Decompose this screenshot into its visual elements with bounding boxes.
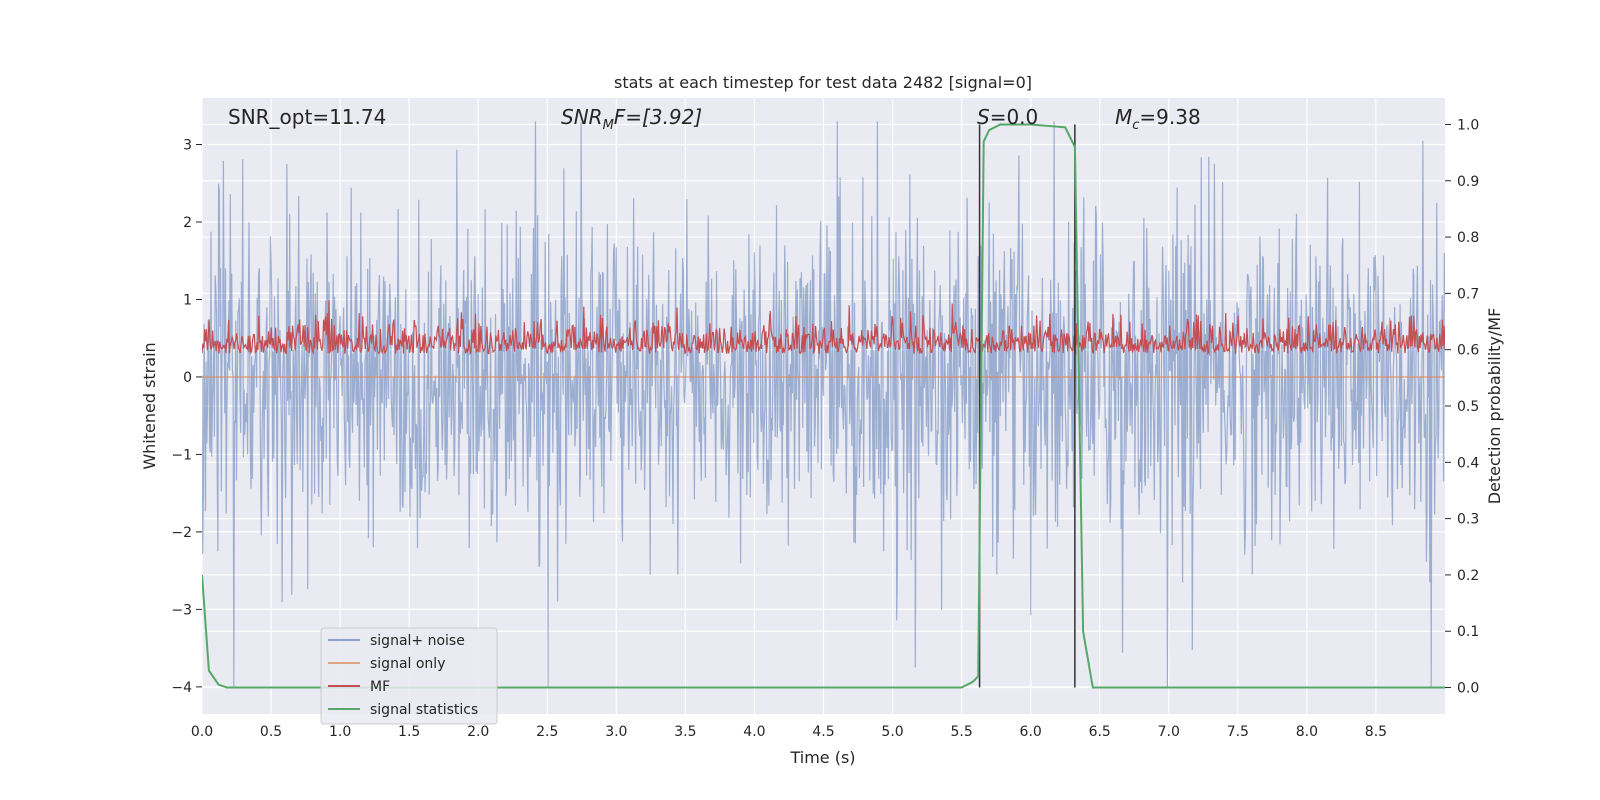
y-left-tick-labels: −4 −3 −2 −1 0 1 2 3 [171, 137, 202, 696]
x-tick-label: 6.0 [1020, 724, 1042, 740]
legend-label-mf: MF [370, 679, 390, 695]
x-tick-label: 4.0 [743, 724, 765, 740]
y-right-tick-label: 0.6 [1457, 343, 1479, 359]
s-rest: =0.0 [990, 105, 1039, 129]
mc-subscript: c [1132, 118, 1139, 133]
y-right-tick-label: 0.2 [1457, 568, 1479, 584]
x-tick-label: 0.5 [260, 724, 282, 740]
x-tick-label: 8.0 [1296, 724, 1318, 740]
y-left-tick-label: −3 [171, 602, 192, 618]
y-right-tick-label: 0.5 [1457, 399, 1479, 415]
y-left-tick-label: −4 [171, 680, 192, 696]
y-left-tick-label: 3 [183, 137, 192, 153]
legend-box [320, 627, 498, 725]
x-tick-label: 2.0 [467, 724, 489, 740]
series-mf-line [202, 300, 1445, 356]
snr-mf-main: SNR [561, 105, 603, 129]
y-right-tick-label: 0.3 [1457, 512, 1479, 528]
x-tick-label: 3.5 [674, 724, 696, 740]
x-tick-label: 5.5 [950, 724, 972, 740]
y-left-tick-label: −1 [171, 447, 192, 463]
y-right-tick-label: 0.7 [1457, 286, 1479, 302]
y-left-axis-label: Whitened strain [140, 342, 159, 469]
y-right-tick-label: 0.4 [1457, 455, 1479, 471]
y-right-tick-labels: 0.0 0.1 0.2 0.3 0.4 0.5 0.6 0.7 0.8 0.9 1.0 [1445, 117, 1479, 697]
mc-main: M [1115, 105, 1132, 129]
x-tick-label: 3.0 [605, 724, 627, 740]
y-right-tick-label: 0.0 [1457, 681, 1479, 697]
x-tick-label: 5.0 [881, 724, 903, 740]
x-tick-label: 1.0 [329, 724, 351, 740]
legend-label-signal-only: signal only [370, 656, 445, 672]
x-tick-label: 2.5 [536, 724, 558, 740]
legend-label-signal-statistics: signal statistics [370, 702, 478, 718]
y-right-axis-label: Detection probability/MF [1485, 308, 1504, 505]
y-left-tick-label: 2 [183, 215, 192, 231]
s-main: S [977, 105, 990, 129]
y-right-tick-label: 0.9 [1457, 174, 1479, 190]
x-tick-label: 7.5 [1227, 724, 1249, 740]
x-tick-label: 4.5 [812, 724, 834, 740]
x-tick-label: 6.5 [1089, 724, 1111, 740]
annotation-snr-mf: SNRMF=[3.92] [561, 105, 702, 133]
annotation-snr-opt: SNR_opt=11.74 [228, 105, 386, 129]
series-layer [202, 121, 1445, 689]
x-tick-labels: 0.0 0.5 1.0 1.5 2.0 2.5 3.0 3.5 4.0 4.5 5.0 5.5 6.0 6… [191, 724, 1387, 740]
y-right-tick-label: 1.0 [1457, 117, 1479, 133]
y-left-tick-label: −2 [171, 525, 192, 541]
chart-title: stats at each timestep for test data 248… [614, 73, 1032, 92]
snr-mf-rest: F=[3.92] [614, 105, 702, 129]
legend: signal+ noise signal only MF signal stat… [320, 627, 498, 725]
snr-mf-subscript: M [603, 118, 614, 133]
legend-label-signal-noise: signal+ noise [370, 633, 465, 649]
x-tick-label: 8.5 [1365, 724, 1387, 740]
annotation-s: S=0.0 [977, 105, 1038, 129]
y-left-tick-label: 1 [183, 292, 192, 308]
y-right-tick-label: 0.1 [1457, 624, 1479, 640]
x-axis-label: Time (s) [789, 748, 855, 767]
x-tick-label: 1.5 [398, 724, 420, 740]
annotation-mc: Mc=9.38 [1115, 105, 1201, 133]
y-right-tick-label: 0.8 [1457, 230, 1479, 246]
x-tick-label: 7.0 [1158, 724, 1180, 740]
y-left-tick-label: 0 [183, 370, 192, 386]
mc-rest: =9.38 [1139, 105, 1200, 129]
x-tick-label: 0.0 [191, 724, 213, 740]
series-signal-statistics-line [202, 123, 1445, 689]
